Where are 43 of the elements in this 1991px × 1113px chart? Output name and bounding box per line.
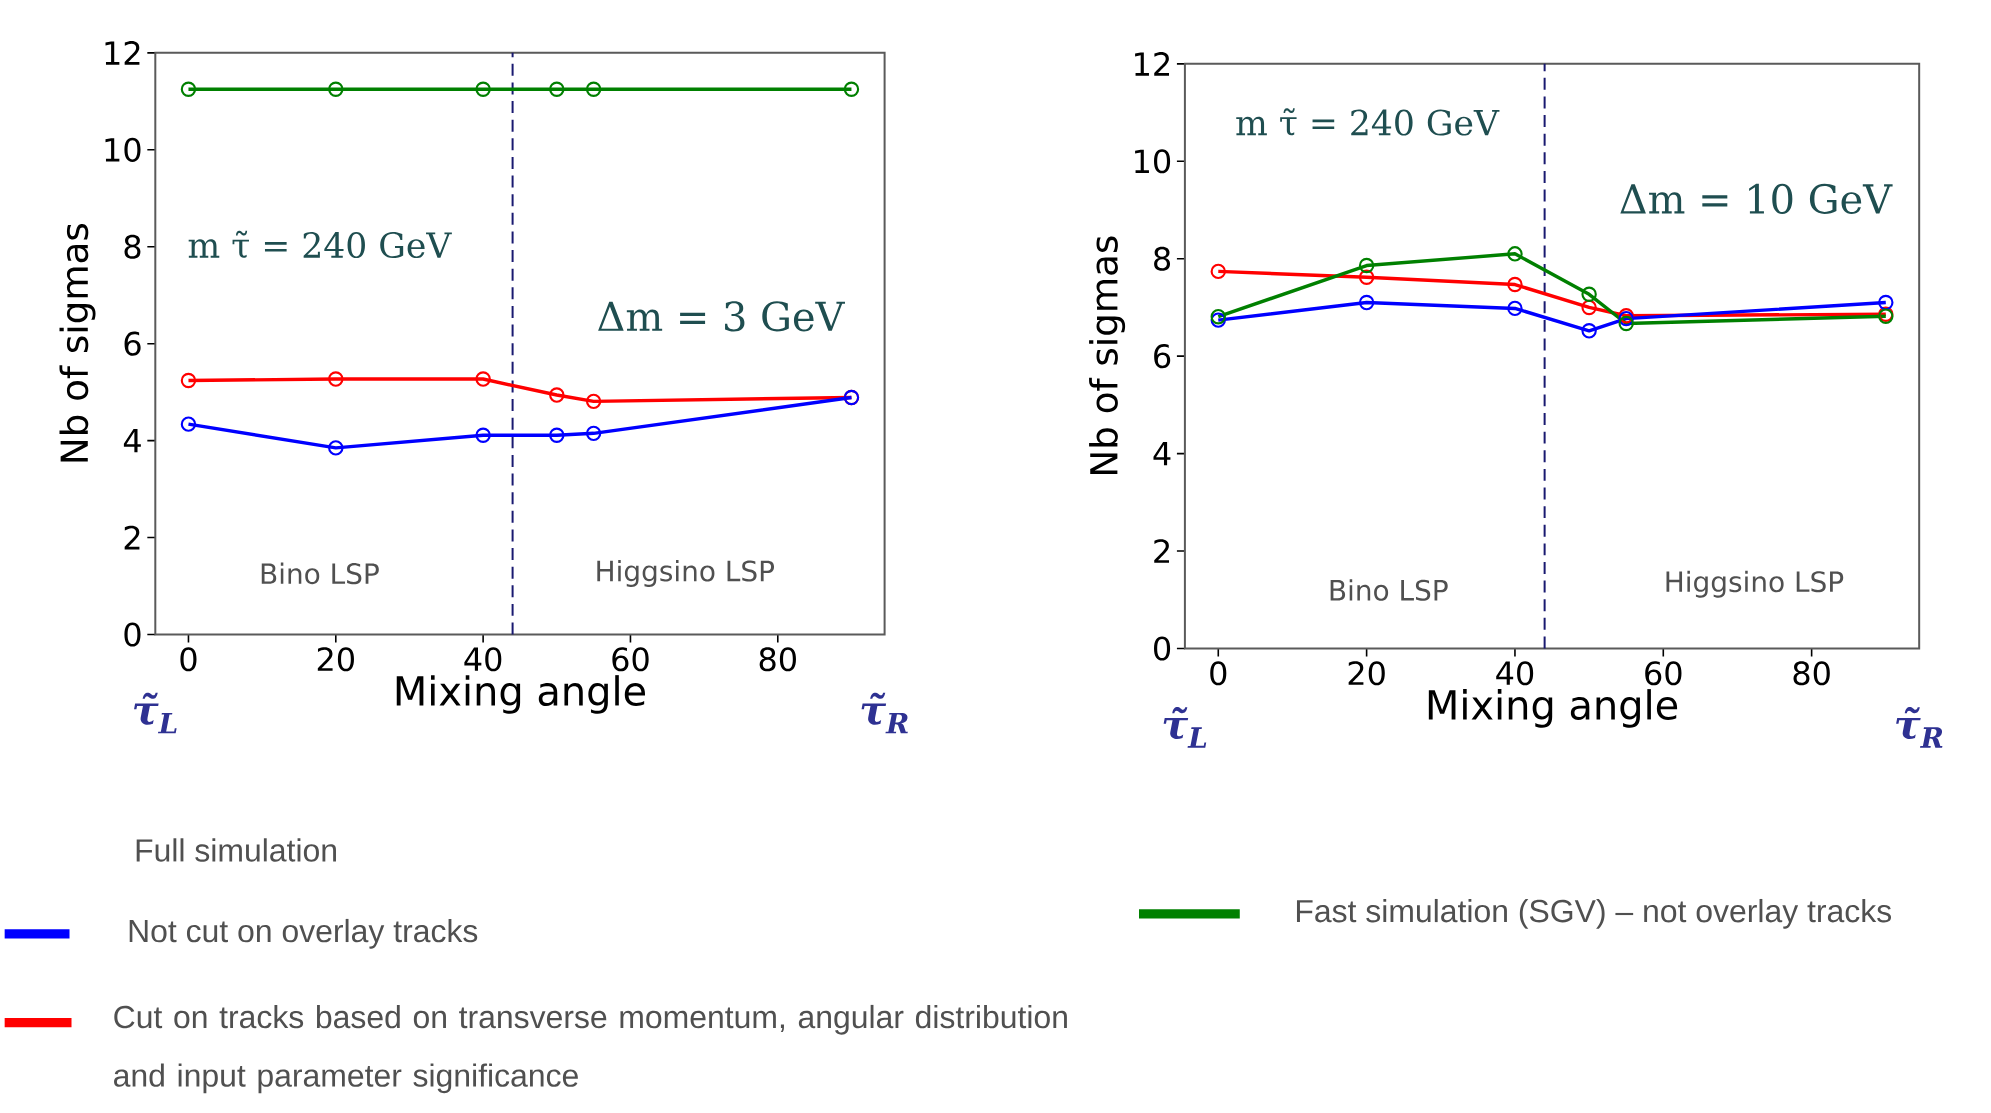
annotation: m τ̃ = 240 GeV <box>188 230 452 258</box>
legend-title: Full simulation <box>136 838 336 862</box>
y-tick-label: 4 <box>123 428 141 453</box>
text: τ̃$_{L}$ <box>1163 706 1207 748</box>
y-tick-label: 2 <box>124 525 140 550</box>
y-tick-label: 12 <box>1135 51 1170 76</box>
y-tick-label: 12 <box>105 40 140 65</box>
y-axis-title: Nb of sigmas <box>59 223 96 462</box>
y-tick-label: 8 <box>1154 246 1171 271</box>
x-tick-label: 40 <box>1496 660 1534 686</box>
annotation: Bino LSP <box>261 562 379 585</box>
y-tick-label: 10 <box>105 137 141 162</box>
annotation: m τ̃ = 240 GeV <box>1236 108 1500 136</box>
y-tick-label: 6 <box>124 331 141 356</box>
x-tick-label: 80 <box>1793 660 1830 686</box>
x-tick-label: 40 <box>464 646 502 672</box>
annotation: Δm = 3 GeV <box>598 301 845 332</box>
x-tick-label: 60 <box>1645 660 1682 686</box>
annotation: Higgsino LSP <box>597 559 775 587</box>
x-tick-label: 60 <box>612 646 649 672</box>
y-tick-label: 2 <box>1154 538 1170 563</box>
annotation: Δm = 10 GeV <box>1620 183 1893 214</box>
legend-label: Cut on tracks based on transverse momentum, angular distribution and input parameter significance <box>114 1004 1067 1094</box>
text: τ̃$_{L}$ <box>134 692 177 734</box>
annotation: Bino LSP <box>1330 579 1448 601</box>
x-tick-label: 80 <box>759 646 796 672</box>
x-tick-label: 20 <box>1348 660 1385 686</box>
y-tick-label: 6 <box>1154 343 1171 369</box>
legend-label: Fast simulation (SGV) – not overlay tracks <box>1296 898 1892 929</box>
y-axis-title: Nb of sigmas <box>1089 236 1126 474</box>
x-axis-title: Mixing angle <box>396 674 645 714</box>
x-axis-title: Mixing angle <box>1428 688 1678 728</box>
x-tick-label: 0 <box>180 646 197 672</box>
x-tick-label: 20 <box>317 646 354 672</box>
x-tick-label: 0 <box>1210 660 1227 686</box>
y-tick-label: 10 <box>1135 149 1171 174</box>
text: τ̃$_{R}$ <box>1896 706 1943 748</box>
y-tick-label: 0 <box>124 622 141 647</box>
annotation: Higgsino LSP <box>1666 570 1844 598</box>
text: τ̃$_{R}$ <box>861 692 908 734</box>
legend-label: Not cut on overlay tracks <box>129 918 478 949</box>
y-tick-label: 8 <box>124 234 141 259</box>
y-tick-label: 4 <box>1153 441 1171 466</box>
